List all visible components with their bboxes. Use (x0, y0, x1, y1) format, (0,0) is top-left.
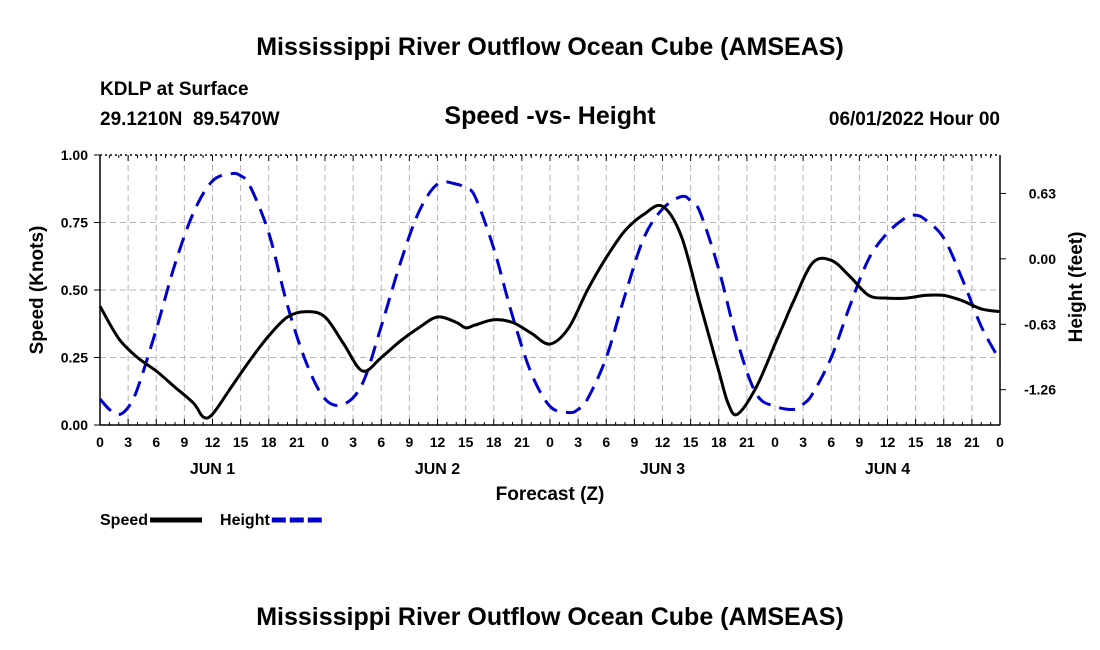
x-tick-label: 15 (233, 434, 249, 450)
x-tick-label: 0 (96, 434, 104, 450)
x-tick-label: 12 (880, 434, 896, 450)
chart-subtitle: Speed -vs- Height (444, 102, 656, 130)
series-group (98, 171, 1002, 420)
x-tick-label: 3 (349, 434, 357, 450)
x-tick-label: 15 (683, 434, 699, 450)
x-tick-label: 21 (514, 434, 530, 450)
x-tick-label: 9 (180, 434, 188, 450)
x-tick-label: 3 (799, 434, 807, 450)
x-tick-label: 0 (771, 434, 779, 450)
x-tick-label: 18 (486, 434, 502, 450)
y-right-tick-label: 0.00 (1029, 251, 1056, 267)
x-tick-label: 3 (574, 434, 582, 450)
x-tick-label: 9 (855, 434, 863, 450)
x-tick-label: 9 (630, 434, 638, 450)
x-tick-label: 12 (655, 434, 671, 450)
station-label: KDLP at Surface (100, 79, 249, 100)
x-tick-label: 12 (205, 434, 221, 450)
day-label: JUN 2 (415, 461, 460, 478)
axes: 0 3 6 9 12 15 18 21 0 3 6 9 12 15 18 21 0 3 6 9 12 15 18 21 0 3 6 9… (61, 147, 1056, 478)
x-tick-label: 9 (405, 434, 413, 450)
x-tick-label: 3 (124, 434, 132, 450)
y-right-tick-label: 0.63 (1029, 185, 1056, 201)
day-label: JUN 3 (640, 461, 685, 478)
y-right-axis-label: Height (feet) (1066, 232, 1087, 343)
footer-title: Mississippi River Outflow Ocean Cube (AM… (256, 603, 844, 631)
x-tick-label: 6 (377, 434, 385, 450)
x-tick-label: 0 (546, 434, 554, 450)
x-axis-label: Forecast (Z) (496, 484, 605, 505)
y-left-tick-label: 1.00 (61, 147, 88, 163)
y-left-tick-label: 0.25 (61, 350, 88, 366)
legend: Speed Height (100, 512, 324, 529)
y-left-tick-label: 0.75 (61, 215, 88, 231)
coords-label: 29.1210N 89.5470W (100, 109, 280, 130)
x-tick-label: 0 (996, 434, 1004, 450)
x-tick-label: 6 (602, 434, 610, 450)
day-label: JUN 4 (865, 461, 910, 478)
day-label: JUN 1 (190, 461, 235, 478)
y-right-tick-label: -1.26 (1024, 382, 1056, 398)
legend-label-height: Height (220, 512, 270, 529)
x-tick-label: 6 (827, 434, 835, 450)
x-tick-label: 18 (261, 434, 277, 450)
series-line-speed (98, 203, 1001, 420)
x-tick-label: 12 (430, 434, 446, 450)
x-tick-label: 18 (936, 434, 952, 450)
y-right-tick-label: -0.63 (1024, 316, 1056, 332)
x-tick-label: 21 (964, 434, 980, 450)
x-tick-label: 21 (739, 434, 755, 450)
grid (100, 155, 1000, 425)
x-tick-label: 0 (321, 434, 329, 450)
chart-title: Mississippi River Outflow Ocean Cube (AM… (256, 33, 844, 61)
y-left-tick-label: 0.00 (61, 417, 88, 433)
legend-label-speed: Speed (100, 512, 148, 529)
datetime-label: 06/01/2022 Hour 00 (829, 109, 1000, 130)
y-left-tick-label: 0.50 (61, 282, 88, 298)
x-tick-label: 21 (289, 434, 305, 450)
x-tick-label: 15 (908, 434, 924, 450)
x-tick-label: 15 (458, 434, 474, 450)
y-left-axis-label: Speed (Knots) (27, 226, 48, 355)
x-tick-label: 6 (152, 434, 160, 450)
series-line-height (98, 171, 1002, 417)
x-tick-label: 18 (711, 434, 727, 450)
